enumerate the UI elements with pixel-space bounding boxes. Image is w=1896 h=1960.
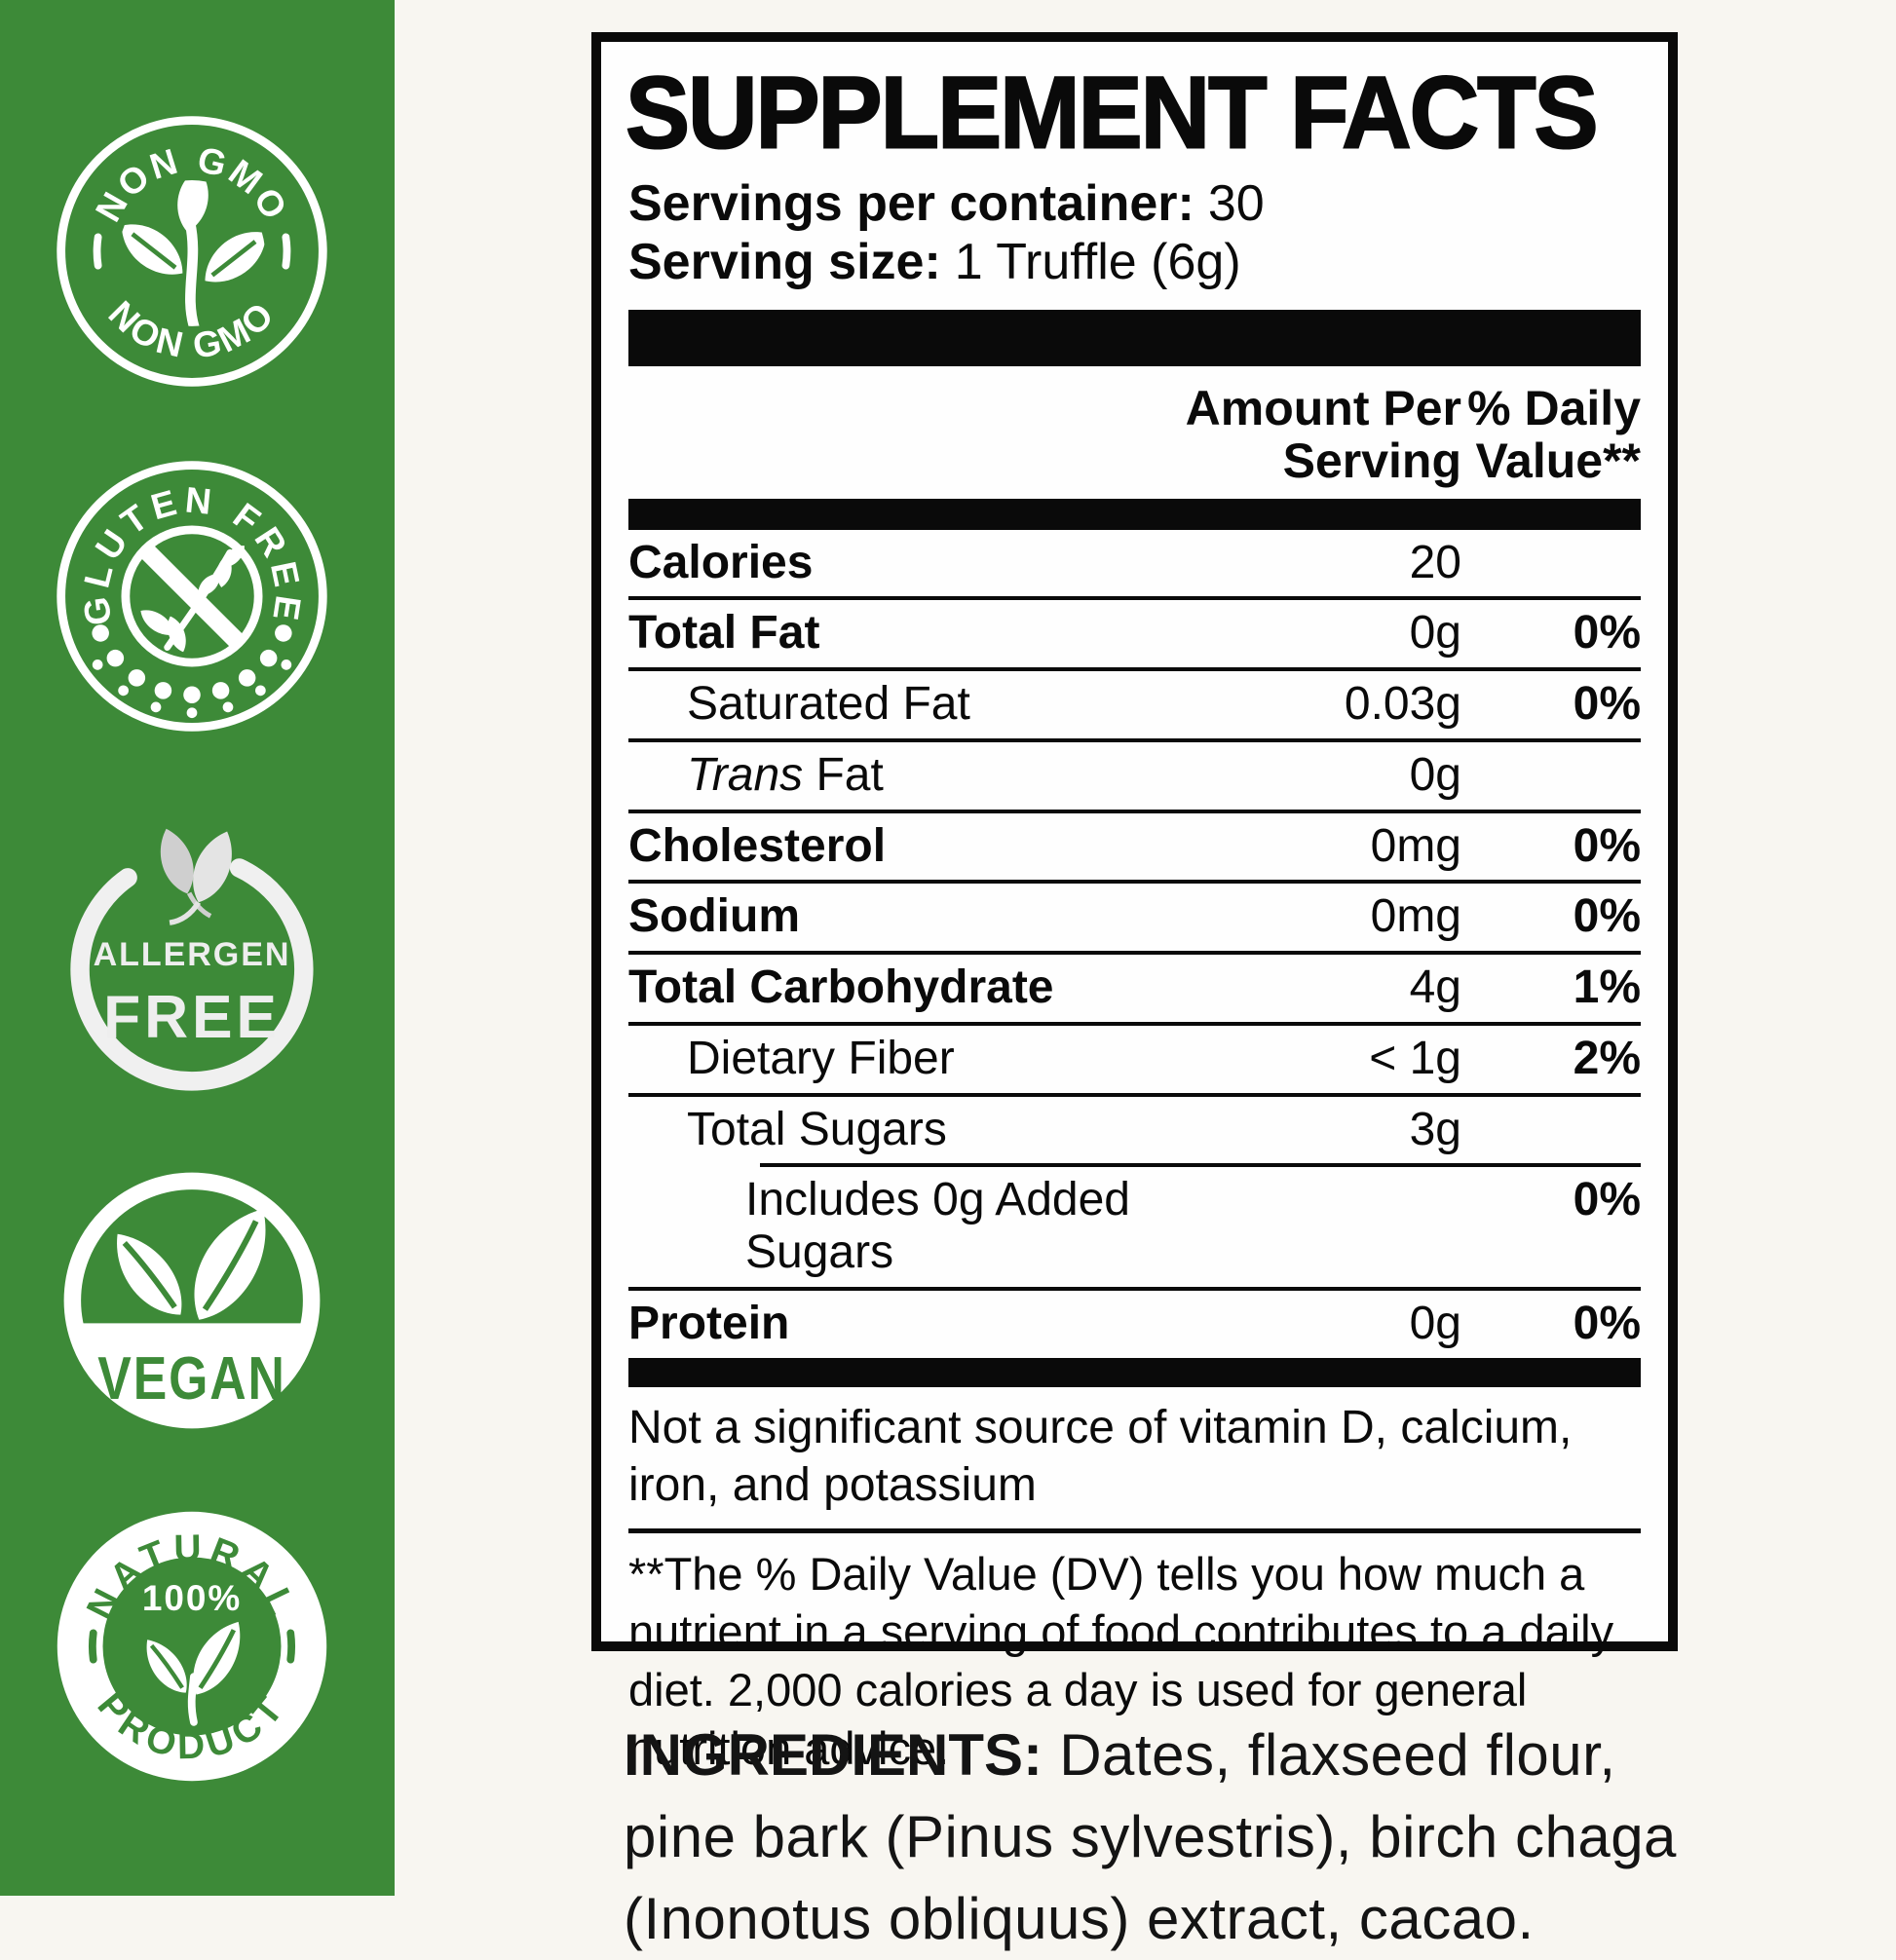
footnote-daily-value: **The % Daily Value (DV) tells you how m… <box>628 1547 1614 1774</box>
nutrient-amount: 0g <box>1409 1297 1461 1349</box>
non-gmo-badge: NON GMO NON GMO <box>50 109 334 394</box>
badge-sidebar: NON GMO NON GMO <box>0 0 395 1896</box>
table-row-trans-fat: Trans Fat 0g <box>628 742 1641 813</box>
allergen-free-badge: ALLERGEN FREE <box>50 827 334 1112</box>
two-leaves-icon <box>117 1208 266 1320</box>
natural-product-stamp-icon: NATURAL PRODUCT 100% <box>57 1511 327 1782</box>
supplement-facts-panel: SUPPLEMENT FACTS Servings per container:… <box>591 32 1678 1774</box>
nutrient-label: Protein <box>628 1297 790 1349</box>
serving-size: Serving size: 1 Truffle (6g) <box>628 233 1641 291</box>
table-row-total-sugars: Total Sugars 3g <box>628 1097 1641 1164</box>
table-row-saturated-fat: Saturated Fat 0.03g 0% <box>628 671 1641 742</box>
medium-divider-bar <box>628 498 1641 530</box>
dv-header-line2: Value** <box>1475 433 1641 488</box>
nutrient-label: Calories <box>628 536 814 588</box>
serving-size-label: Serving size: <box>628 234 941 291</box>
nutrient-dv: 0% <box>1573 819 1641 872</box>
daily-value-header: % Daily Value** <box>1461 382 1641 487</box>
table-row-sodium: Sodium 0mg 0% <box>628 884 1641 956</box>
nutrient-label: Total Sugars <box>687 1103 947 1155</box>
nutrient-label: Total Fat <box>628 607 820 660</box>
servings-per-container: Servings per container: 30 <box>628 174 1641 233</box>
gluten-free-stamp-icon: GLUTEN FREE <box>57 461 327 732</box>
nutrient-amount: 0mg <box>1370 819 1461 872</box>
natural-product-badge: NATURAL PRODUCT 100% <box>50 1504 334 1789</box>
nutrient-amount: 4g <box>1409 961 1461 1014</box>
nutrient-dv: 1% <box>1573 961 1641 1014</box>
natural-center-text: 100% <box>142 1578 242 1618</box>
indented-separator <box>760 1163 1641 1168</box>
vegan-label: VEGAN <box>97 1345 285 1413</box>
allergen-free-line2: FREE <box>103 984 281 1051</box>
nutrient-label: Includes 0g Added Sugars <box>745 1174 1130 1279</box>
ingredients-text: INGREDIENTS: Dates, flaxseed flour, pine… <box>624 1715 1681 1960</box>
nutrient-label: Cholesterol <box>628 819 887 872</box>
table-row-total-fat: Total Fat 0g 0% <box>628 600 1641 672</box>
dots-arc-decoration <box>92 624 292 719</box>
nutrient-amount: 3g <box>1409 1103 1461 1155</box>
allergen-free-line1: ALLERGEN <box>94 936 291 973</box>
nutrient-dv: 0% <box>1573 890 1641 943</box>
servings-label: Servings per container: <box>628 175 1194 232</box>
crossed-wheat-icon <box>121 525 263 667</box>
nutrient-label: Saturated Fat <box>687 678 970 731</box>
nutrient-amount: 0mg <box>1370 890 1461 943</box>
thick-divider-bar-bottom <box>628 1357 1641 1387</box>
footnote-not-significant: Not a significant source of vitamin D, c… <box>628 1387 1641 1533</box>
table-row-cholesterol: Cholesterol 0mg 0% <box>628 813 1641 885</box>
nutrient-label: Dietary Fiber <box>687 1032 955 1084</box>
nutrient-amount: 0.03g <box>1344 678 1461 731</box>
table-row-dietary-fiber: Dietary Fiber < 1g 2% <box>628 1026 1641 1097</box>
servings-value: 30 <box>1207 175 1265 232</box>
amount-per-serving-header: Amount Per Serving <box>1186 382 1461 487</box>
nutrient-label: Trans Fat <box>628 749 1218 802</box>
vegan-stamp-icon: VEGAN <box>63 1172 321 1429</box>
nutrient-amount: 0g <box>1409 748 1461 801</box>
two-leaves-icon <box>146 1621 241 1726</box>
table-header: Amount Per Serving % Daily Value** <box>628 366 1641 499</box>
gluten-free-badge: GLUTEN FREE <box>50 454 334 738</box>
trans-italic: Trans <box>687 748 804 801</box>
grey-leaves-icon <box>160 828 232 925</box>
table-row-calories: Calories 20 <box>628 530 1641 601</box>
serving-size-value: 1 Truffle (6g) <box>954 234 1241 291</box>
ingredients-label: INGREDIENTS: <box>624 1722 1043 1788</box>
nutrient-amount: 20 <box>1409 536 1461 588</box>
panel-title: SUPPLEMENT FACTS <box>625 54 1600 170</box>
nutrient-dv: 0% <box>1573 607 1641 660</box>
allergen-free-stamp-icon: ALLERGEN FREE <box>70 828 314 1091</box>
table-row-protein: Protein 0g 0% <box>628 1291 1641 1358</box>
nutrient-dv: 2% <box>1573 1032 1641 1084</box>
nutrient-label: Total Carbohydrate <box>628 961 1054 1014</box>
sprout-icon <box>121 180 265 326</box>
non-gmo-stamp-icon: NON GMO NON GMO <box>57 116 327 387</box>
vegan-badge: VEGAN <box>50 1158 334 1443</box>
dv-header-line1: % Daily <box>1467 380 1641 435</box>
amount-header-line2: Serving <box>1282 433 1461 488</box>
table-row-added-sugars: Includes 0g Added Sugars 0% <box>628 1167 1641 1291</box>
table-row-total-carbohydrate: Total Carbohydrate 4g 1% <box>628 955 1641 1026</box>
nutrient-dv: 0% <box>1573 678 1641 731</box>
amount-header-line1: Amount Per <box>1185 380 1461 435</box>
nutrient-amount: 0g <box>1409 607 1461 660</box>
nutrient-amount: < 1g <box>1369 1032 1461 1084</box>
trans-rest: Fat <box>803 748 884 801</box>
thick-divider-bar <box>628 309 1641 366</box>
nutrient-label: Sodium <box>628 890 800 943</box>
nutrient-dv: 0% <box>1573 1174 1641 1226</box>
nutrient-dv: 0% <box>1573 1297 1641 1349</box>
